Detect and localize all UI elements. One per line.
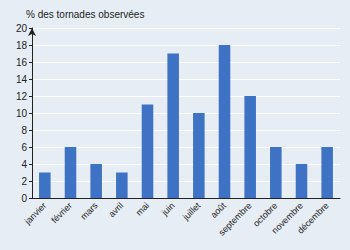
svg-text:juillet: juillet (180, 200, 203, 223)
svg-text:novembre: novembre (269, 200, 305, 236)
svg-text:6: 6 (21, 142, 27, 153)
svg-text:20: 20 (16, 23, 28, 34)
svg-text:2: 2 (21, 176, 27, 187)
svg-text:12: 12 (16, 91, 28, 102)
svg-text:14: 14 (16, 74, 28, 85)
svg-text:août: août (209, 200, 229, 220)
svg-text:8: 8 (21, 125, 27, 136)
svg-text:0: 0 (21, 193, 27, 204)
svg-text:% des tornades observées: % des tornades observées (26, 9, 144, 20)
svg-text:juin: juin (159, 200, 177, 218)
svg-text:mai: mai (134, 200, 151, 217)
svg-text:10: 10 (16, 108, 28, 119)
svg-text:mars: mars (79, 200, 101, 222)
svg-text:18: 18 (16, 40, 28, 51)
svg-text:16: 16 (16, 57, 28, 68)
svg-text:4: 4 (21, 159, 27, 170)
svg-text:septembre: septembre (217, 200, 254, 237)
svg-text:avril: avril (107, 200, 126, 219)
svg-text:octobre: octobre (251, 200, 280, 229)
svg-text:décembre: décembre (295, 200, 330, 235)
svg-text:février: février (49, 200, 74, 225)
svg-text:janvier: janvier (22, 200, 48, 226)
